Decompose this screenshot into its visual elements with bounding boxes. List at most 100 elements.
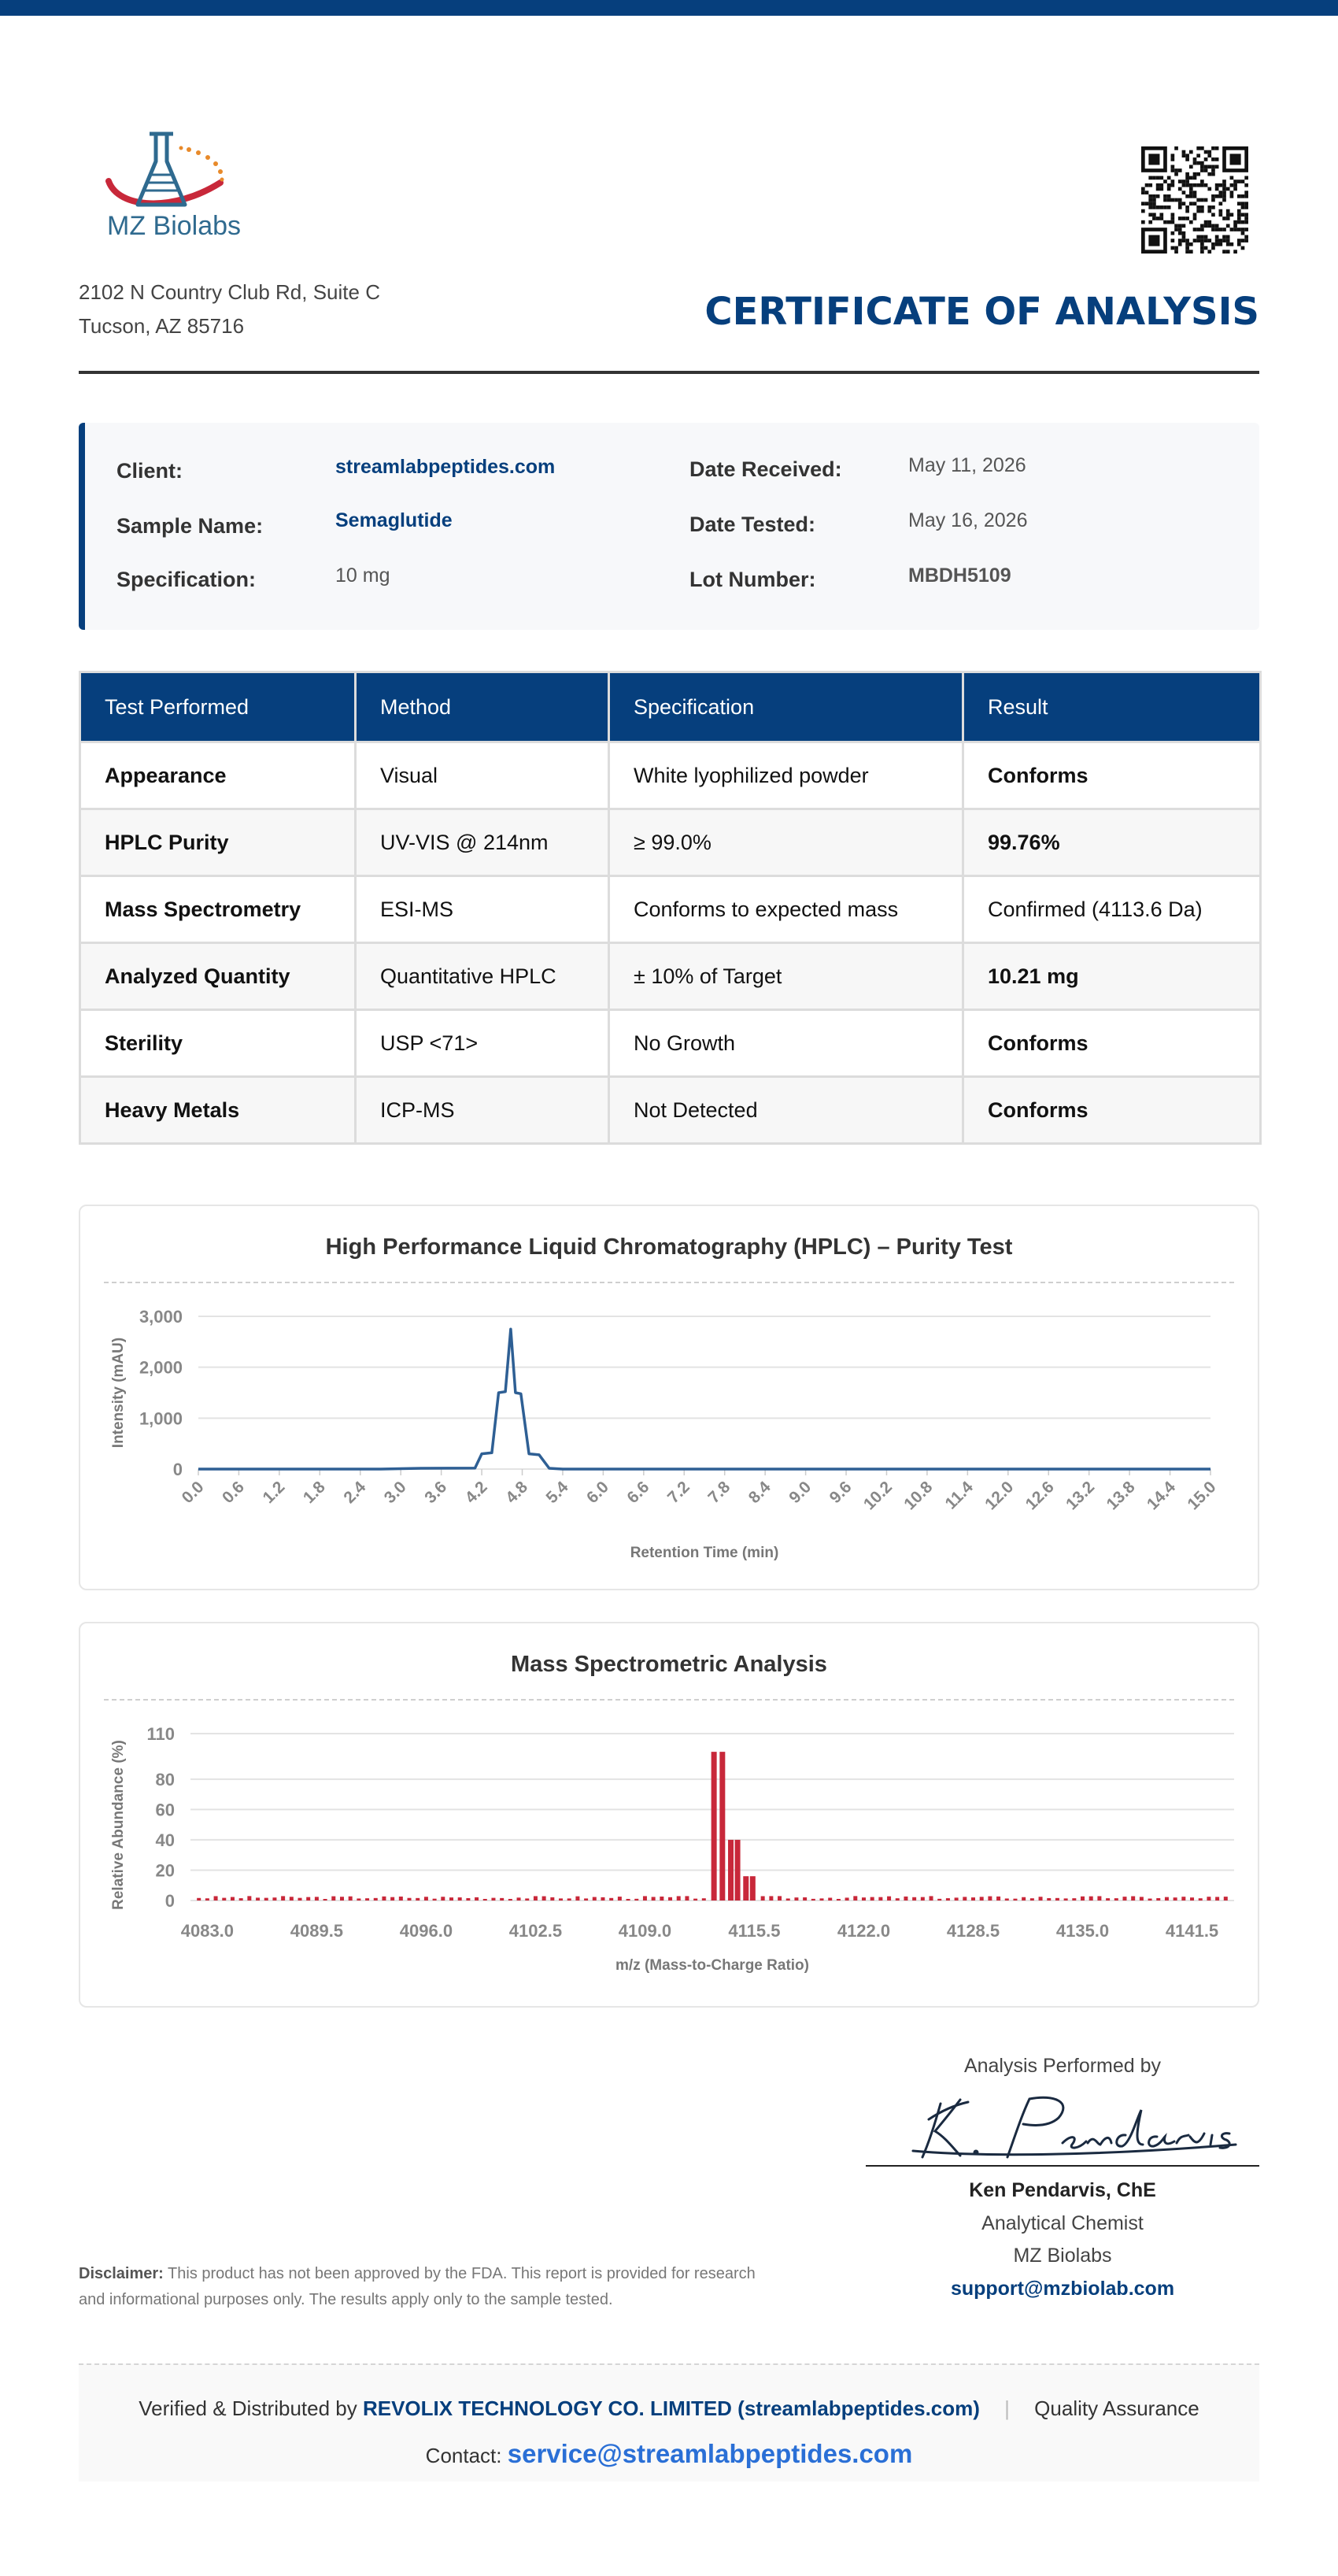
ms-noise-bar — [878, 1897, 883, 1901]
ms-y-tick-label: 80 — [156, 1770, 175, 1790]
qr-module — [1170, 213, 1175, 217]
ms-noise-bar — [1173, 1897, 1177, 1901]
test-result: Confirmed (4113.6 Da) — [962, 875, 1262, 944]
qr-module — [1229, 194, 1234, 198]
qr-module — [1148, 176, 1153, 180]
disclaimer-text: This product has not been approved by th… — [79, 2265, 756, 2308]
ms-noise-bar — [1022, 1897, 1026, 1901]
table-row: Sterility USP <71> No Growth Conforms — [79, 1009, 1262, 1078]
qr-module — [1207, 154, 1212, 158]
qr-module — [1148, 202, 1153, 206]
qr-module — [1211, 165, 1215, 169]
qr-module — [1203, 157, 1208, 161]
qr-module — [1233, 228, 1237, 231]
qr-module — [1218, 213, 1223, 217]
ms-noise-bar — [1223, 1897, 1228, 1901]
column-header-specification: Specification — [608, 671, 964, 743]
ms-noise-bar — [651, 1897, 656, 1901]
sample-info-panel: Client: streamlabpeptides.com Sample Nam… — [79, 423, 1259, 630]
qr-module — [1185, 180, 1189, 183]
qr-module — [1207, 250, 1212, 254]
qr-module — [1185, 246, 1189, 250]
performed-by-text: Analysis Performed by — [963, 2055, 1162, 2077]
qr-module — [1240, 180, 1245, 183]
qr-module — [1222, 228, 1226, 231]
qr-module — [1177, 217, 1182, 220]
ms-noise-bar — [601, 1897, 605, 1901]
ms-noise-bar — [491, 1897, 496, 1901]
analyst-role: Analytical Chemist — [981, 2212, 1144, 2234]
qr-module — [1166, 205, 1171, 209]
contact-email-link[interactable]: service@streamlabpeptides.com — [507, 2439, 913, 2468]
qr-module — [1200, 209, 1204, 213]
date-received-value: May 11, 2026 — [908, 454, 1026, 476]
qr-module — [1141, 187, 1145, 191]
qr-module — [1177, 187, 1182, 191]
qr-module — [1174, 228, 1178, 231]
ms-noise-bar — [1047, 1898, 1052, 1901]
qr-module — [1200, 180, 1204, 183]
ms-noise-bar — [954, 1897, 959, 1901]
qr-module — [1207, 150, 1212, 154]
qr-module — [1225, 250, 1230, 254]
qr-module — [1163, 205, 1167, 209]
ms-noise-bar — [929, 1896, 933, 1901]
qr-module — [1177, 202, 1182, 206]
qr-module — [1211, 157, 1215, 161]
ms-noise-bar — [256, 1897, 261, 1901]
ms-x-tick-label: 4122.0 — [837, 1921, 890, 1941]
qr-module — [1222, 194, 1226, 198]
ms-noise-bar — [314, 1897, 319, 1901]
qr-module — [1207, 165, 1212, 169]
analyst-organization: MZ Biolabs — [1013, 2245, 1112, 2267]
qr-module — [1200, 228, 1204, 231]
qr-module — [1214, 228, 1219, 231]
ms-noise-bar — [323, 1899, 327, 1901]
ms-y-tick-label: 110 — [147, 1724, 176, 1744]
qr-module — [1200, 198, 1204, 202]
hplc-x-tick-label: 5.4 — [543, 1478, 572, 1507]
table-row: Analyzed Quantity Quantitative HPLC ± 10… — [79, 942, 1262, 1011]
hplc-y-tick-label: 3,000 — [139, 1307, 183, 1327]
qr-module — [1170, 183, 1175, 187]
qr-module — [1174, 146, 1178, 150]
qr-module — [1144, 183, 1149, 187]
qr-module — [1181, 180, 1186, 183]
ms-noise-bar — [845, 1897, 849, 1901]
qr-module — [1229, 183, 1234, 187]
ms-noise-bar — [559, 1898, 564, 1901]
ms-noise-bar — [432, 1898, 437, 1901]
ms-noise-bar — [205, 1898, 209, 1901]
ms-noise-bar — [617, 1897, 622, 1901]
qr-module — [1166, 194, 1171, 198]
ms-noise-bar — [298, 1897, 302, 1901]
table-row: Appearance Visual White lyophilized powd… — [79, 741, 1262, 810]
ms-noise-bar — [407, 1897, 412, 1901]
hplc-y-tick-label: 0 — [173, 1460, 183, 1479]
qr-module — [1177, 231, 1182, 235]
qr-module — [1148, 220, 1153, 224]
qr-module — [1240, 246, 1245, 250]
qr-module — [1196, 146, 1201, 150]
ms-noise-bar — [533, 1896, 538, 1901]
hplc-x-tick-label: 3.0 — [381, 1478, 410, 1507]
table-header-row: Test Performed Method Specification Resu… — [79, 671, 1262, 743]
qr-module — [1141, 220, 1145, 224]
ms-noise-bar — [1081, 1896, 1085, 1901]
footer: Verified & Distributed by REVOLIX TECHNO… — [79, 2363, 1259, 2482]
ms-noise-bar — [441, 1897, 445, 1901]
qr-module — [1188, 191, 1193, 194]
qr-module — [1244, 202, 1248, 206]
qr-module — [1188, 250, 1193, 254]
qr-module — [1203, 224, 1208, 228]
analyst-email-link[interactable]: support@mzbiolab.com — [950, 2278, 1175, 2300]
qr-module — [1200, 239, 1204, 242]
ms-noise-bar — [1072, 1898, 1077, 1901]
qr-module — [1203, 220, 1208, 224]
qr-module — [1192, 194, 1197, 198]
qr-module — [1159, 176, 1164, 180]
test-method: USP <71> — [354, 1009, 610, 1078]
ms-y-tick-label: 20 — [156, 1860, 175, 1880]
qr-module — [1222, 217, 1226, 220]
ms-noise-bar — [609, 1897, 614, 1901]
